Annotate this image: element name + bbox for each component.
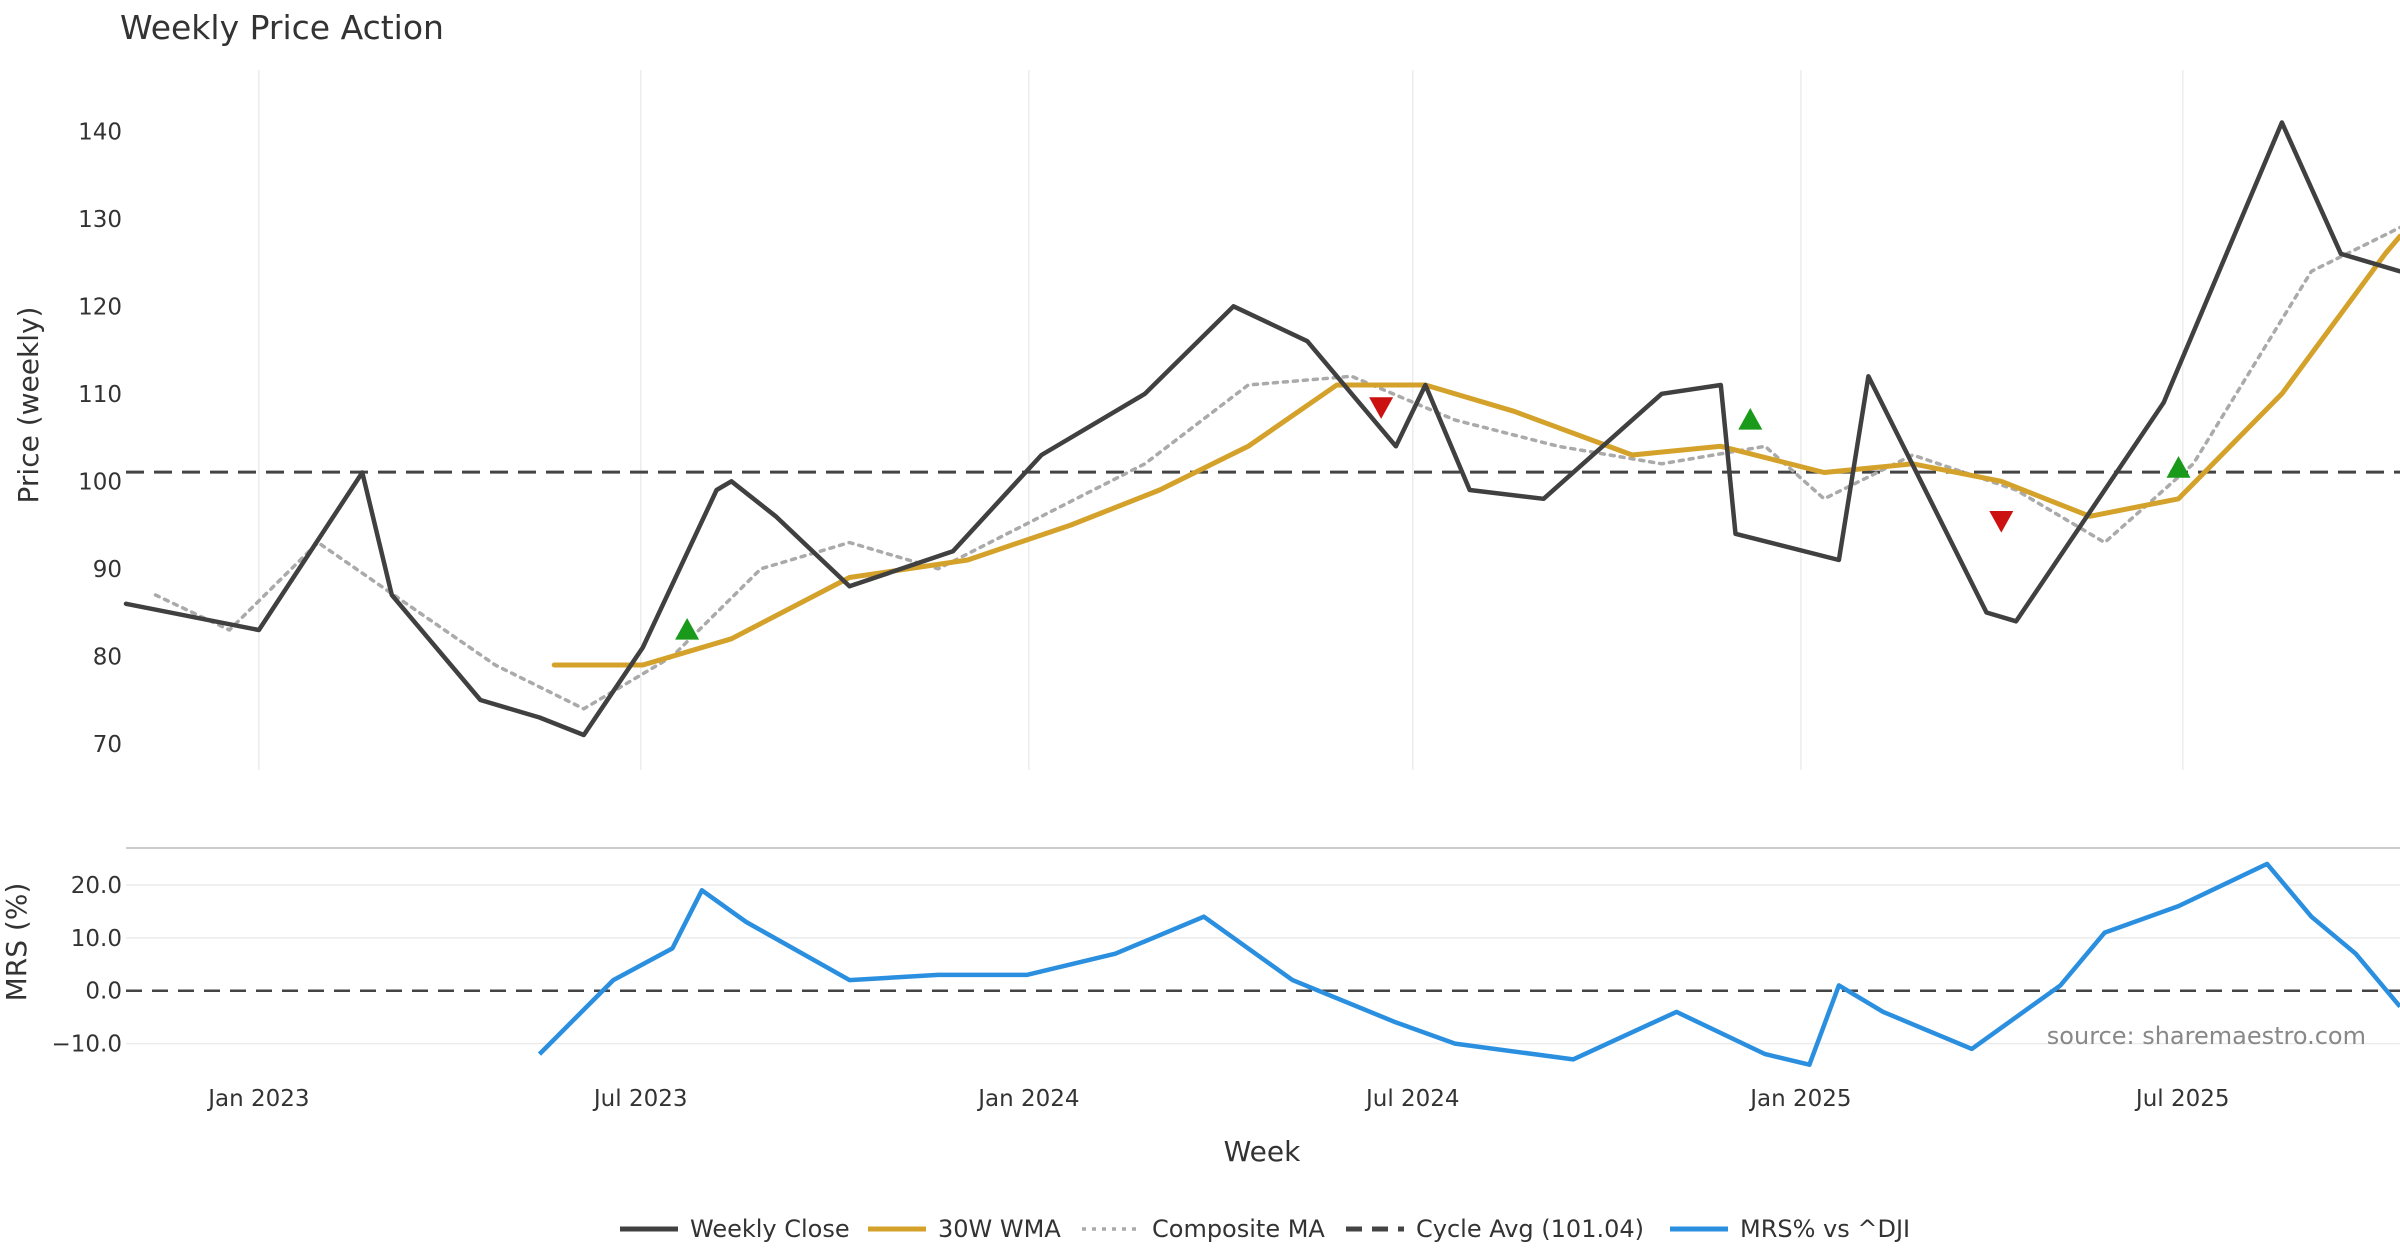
x-tick-label: Jul 2025 (2134, 1086, 2230, 1112)
price-y-tick-label: 90 (93, 557, 122, 583)
price-plot-area (123, 120, 2400, 738)
chart-title: Weekly Price Action (120, 8, 444, 47)
legend-label: Cycle Avg (101.04) (1416, 1215, 1644, 1243)
weekly-close-line (123, 120, 2400, 738)
source-note: source: sharemaestro.com (2047, 1022, 2366, 1050)
price-y-tick-label: 100 (78, 469, 122, 495)
mrs-y-axis-label: MRS (%) (0, 883, 33, 1002)
price-y-axis-label: Price (weekly) (12, 307, 45, 504)
x-tick-label: Jan 2025 (1748, 1086, 1851, 1112)
buy-signal-marker (2166, 456, 2191, 478)
legend: Weekly Close 30W WMA Composite MA Cycle Avg… (620, 1215, 1910, 1243)
mrs-y-tick-label: 0.0 (85, 979, 122, 1005)
price-y-tick-label: 80 (93, 644, 122, 670)
buy-signal-marker (1738, 408, 1763, 430)
price-y-tick-label: 120 (78, 294, 122, 320)
legend-label: Composite MA (1152, 1215, 1325, 1243)
mrs-y-tick-label: 10.0 (71, 926, 122, 952)
x-axis-label: Week (1224, 1135, 1301, 1168)
x-tick-label: Jul 2023 (592, 1086, 688, 1112)
mrs-y-tick-label: −10.0 (52, 1032, 122, 1058)
composite-ma-line (153, 225, 2400, 711)
sell-signal-marker (1989, 511, 2014, 533)
x-tick-labels: Jan 2023 Jul 2023 Jan 2024 Jul 2024 Jan 2025… (206, 1086, 2229, 1112)
price-grid (258, 70, 2184, 770)
price-y-tick-label: 70 (93, 732, 122, 758)
mrs-line (537, 861, 2400, 1067)
mrs-plot-area (126, 861, 2400, 1067)
wma-30w-line (551, 233, 2400, 668)
price-y-tick-label: 130 (78, 207, 122, 233)
mrs-grid (126, 847, 2400, 1045)
buy-signal-marker (675, 618, 700, 640)
x-tick-label: Jan 2023 (206, 1086, 309, 1112)
mrs-y-tick-label: 20.0 (71, 873, 122, 899)
legend-label: 30W WMA (938, 1215, 1061, 1243)
price-y-tick-label: 140 (78, 119, 122, 145)
price-y-tick-label: 110 (78, 382, 122, 408)
sell-signal-marker (1369, 397, 1394, 419)
y-tick-labels: 70 80 90 100 110 120 130 140 20.0 10.0 0.0 −10.0 (52, 119, 122, 1057)
legend-label: MRS% vs ^DJI (1740, 1215, 1910, 1243)
x-tick-label: Jul 2024 (1364, 1086, 1460, 1112)
x-tick-label: Jan 2024 (976, 1086, 1079, 1112)
legend-label: Weekly Close (690, 1215, 850, 1243)
